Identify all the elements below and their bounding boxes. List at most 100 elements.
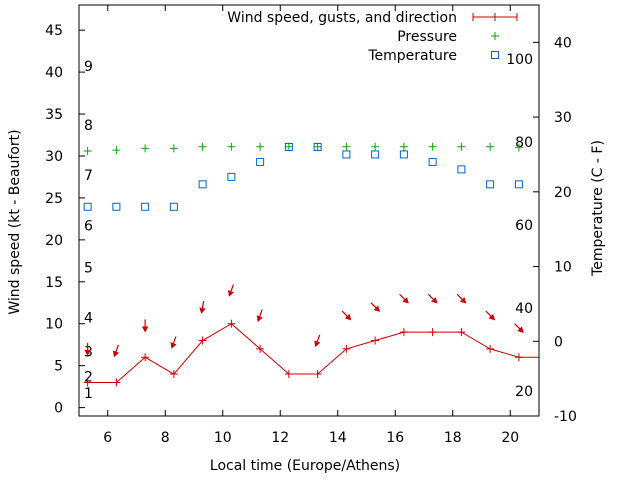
pressure-point xyxy=(284,142,293,151)
wind-arrow-head xyxy=(517,326,524,333)
x-tick-label: 18 xyxy=(444,430,462,446)
y-tick-label: 0 xyxy=(54,401,63,417)
axes-layer: 6 8 10 12 14 16 18 20051015202530354045-1001020… xyxy=(45,4,577,446)
wind-speed-point xyxy=(83,378,92,387)
y-tick-label: 25 xyxy=(45,191,63,207)
y2-tick-label: 0 xyxy=(554,334,563,350)
legend-marker-temperature xyxy=(491,51,499,59)
pressure-point xyxy=(399,142,408,151)
wind-direction-arrow xyxy=(84,342,91,356)
beaufort-label: 1 xyxy=(84,386,93,402)
wind-direction-arrow xyxy=(456,293,467,304)
y-tick-label: 40 xyxy=(45,65,63,81)
pressure-point xyxy=(428,142,437,151)
wind-direction-arrow xyxy=(314,334,321,348)
wind-direction-arrow xyxy=(170,336,177,349)
wind-arrow-head xyxy=(227,290,235,297)
pressure-point xyxy=(227,142,236,151)
y2-tick-label: 20 xyxy=(554,185,572,201)
beaufort-label: 5 xyxy=(84,260,93,276)
data-layer xyxy=(83,142,539,387)
y2-tick-label: 30 xyxy=(554,110,572,126)
temperature-point xyxy=(112,202,121,211)
wind-speed-point xyxy=(227,319,236,328)
wind-speed-point xyxy=(284,370,293,379)
legend-marker-wind xyxy=(472,13,518,21)
temperature-point xyxy=(256,157,265,166)
temperature-point xyxy=(342,150,351,159)
fahrenheit-label: 20 xyxy=(515,384,533,400)
pressure-point xyxy=(256,142,265,151)
wind-speed-point xyxy=(112,378,121,387)
pressure-point xyxy=(141,144,150,153)
fahrenheit-label: 100 xyxy=(506,52,533,68)
y-axis-label: Wind speed (kt - Beaufort) xyxy=(7,129,23,314)
pressure-point xyxy=(342,142,351,151)
fahrenheit-label: 60 xyxy=(515,218,533,234)
y-tick-label: 10 xyxy=(45,317,63,333)
beaufort-label: 9 xyxy=(84,59,93,75)
y-tick-label: 20 xyxy=(45,233,63,249)
wind-direction-arrow xyxy=(112,344,120,358)
wind-direction-arrow xyxy=(227,284,235,297)
wind-speed-point xyxy=(486,344,495,353)
y2-tick-label: 10 xyxy=(554,260,572,276)
temperature-point xyxy=(428,157,437,166)
y-tick-label: 45 xyxy=(45,23,63,39)
pressure-point xyxy=(112,146,121,155)
wind-direction-arrow xyxy=(427,293,438,304)
wind-direction-arrow xyxy=(485,310,496,321)
legend-label-wind: Wind speed, gusts, and direction xyxy=(227,10,457,26)
wind-direction-arrow xyxy=(256,309,263,322)
x-tick-label: 20 xyxy=(501,430,519,446)
y2-tick-label: -10 xyxy=(554,409,577,425)
pressure-point xyxy=(198,142,207,151)
x-axis-label: Local time (Europe/Athens) xyxy=(210,458,400,474)
y-tick-label: 15 xyxy=(45,275,63,291)
pressure-point xyxy=(514,143,523,152)
wind-arrow-head xyxy=(84,350,91,356)
beaufort-label: 2 xyxy=(84,369,93,385)
temperature-point xyxy=(486,180,495,189)
y2-axis-label: Temperature (C - F) xyxy=(590,140,606,277)
wind-arrow-head xyxy=(488,313,496,321)
x-tick-label: 16 xyxy=(386,430,404,446)
beaufort-label: 4 xyxy=(84,311,93,327)
plot-frame xyxy=(78,4,540,417)
pressure-point xyxy=(83,146,92,155)
plot-area: 12345678920406080100 xyxy=(84,52,533,402)
x-tick-label: 8 xyxy=(161,430,170,446)
wind-direction-arrow xyxy=(514,323,524,333)
wind-speed-point xyxy=(399,328,408,337)
wind-arrow-head xyxy=(112,350,120,358)
wind-arrow-head xyxy=(402,297,409,304)
x-tick-label: 12 xyxy=(271,430,289,446)
x-tick-label: 14 xyxy=(329,430,347,446)
temperature-point xyxy=(371,150,380,159)
temperature-point xyxy=(399,150,408,159)
wind-speed-point xyxy=(169,370,178,379)
y-tick-label: 30 xyxy=(45,149,63,165)
pressure-point xyxy=(371,142,380,151)
temperature-point xyxy=(198,180,207,189)
pressure-point xyxy=(169,144,178,153)
beaufort-label: 8 xyxy=(84,118,93,134)
temperature-point xyxy=(514,180,523,189)
wind-speed-point xyxy=(313,370,322,379)
wind-speed-point xyxy=(141,353,150,362)
legend-marker-pressure xyxy=(491,32,499,40)
y2-tick-label: 40 xyxy=(554,35,572,51)
beaufort-label: 7 xyxy=(84,168,93,184)
temperature-point xyxy=(457,165,466,174)
wind-direction-arrow xyxy=(141,319,149,333)
fahrenheit-label: 40 xyxy=(515,301,533,317)
wind-speed-point xyxy=(428,328,437,337)
fahrenheit-label: 80 xyxy=(515,135,533,151)
y-tick-label: 5 xyxy=(54,359,63,375)
pressure-point xyxy=(457,142,466,151)
wind-arrow-head xyxy=(373,305,381,312)
temperature-point xyxy=(284,142,293,151)
pressure-point xyxy=(486,142,495,151)
